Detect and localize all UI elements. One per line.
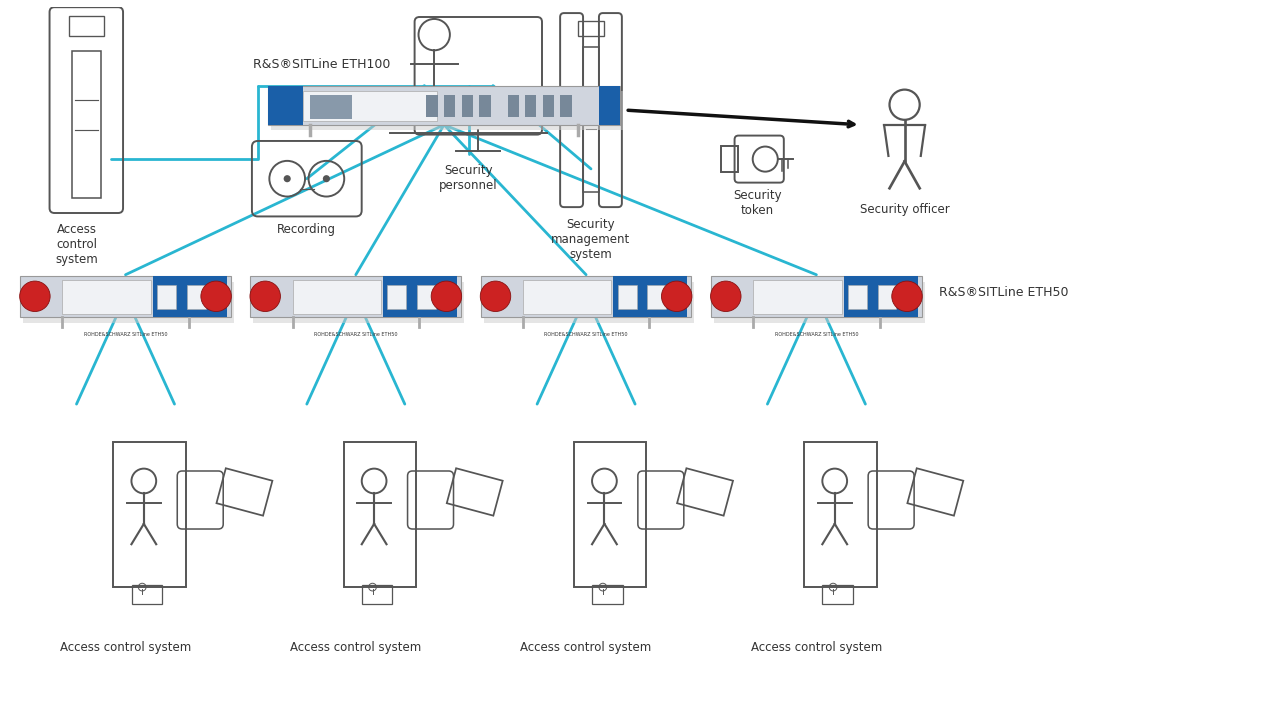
FancyBboxPatch shape [753, 280, 842, 314]
Circle shape [323, 175, 330, 182]
Text: ROHDE&SCHWARZ SITLine ETH50: ROHDE&SCHWARZ SITLine ETH50 [314, 332, 398, 336]
Text: Access control system: Access control system [751, 641, 882, 654]
FancyBboxPatch shape [268, 86, 303, 125]
FancyBboxPatch shape [251, 276, 461, 317]
Text: Security
personnel: Security personnel [439, 164, 498, 192]
FancyBboxPatch shape [481, 276, 691, 317]
FancyBboxPatch shape [426, 95, 438, 117]
Circle shape [201, 281, 232, 312]
FancyBboxPatch shape [462, 95, 472, 117]
FancyBboxPatch shape [152, 276, 227, 317]
Text: Security officer: Security officer [860, 203, 950, 216]
Text: R&S®SITLine ETH100: R&S®SITLine ETH100 [253, 58, 390, 71]
FancyBboxPatch shape [613, 276, 687, 317]
FancyBboxPatch shape [878, 285, 896, 310]
Circle shape [19, 281, 50, 312]
Circle shape [710, 281, 741, 312]
Circle shape [480, 281, 511, 312]
FancyBboxPatch shape [599, 86, 621, 125]
Text: ROHDE&SCHWARZ SITLine ETH50: ROHDE&SCHWARZ SITLine ETH50 [83, 332, 168, 336]
FancyBboxPatch shape [388, 285, 406, 310]
FancyBboxPatch shape [648, 285, 666, 310]
Circle shape [431, 281, 462, 312]
FancyBboxPatch shape [20, 276, 230, 317]
Text: Access control system: Access control system [60, 641, 191, 654]
Text: Security
token: Security token [733, 189, 782, 217]
FancyBboxPatch shape [543, 95, 554, 117]
FancyBboxPatch shape [417, 285, 436, 310]
Circle shape [662, 281, 692, 312]
FancyBboxPatch shape [293, 280, 381, 314]
FancyBboxPatch shape [157, 285, 177, 310]
Text: R&S®SITLine ETH50: R&S®SITLine ETH50 [940, 286, 1069, 299]
FancyBboxPatch shape [479, 95, 490, 117]
Circle shape [892, 281, 922, 312]
FancyBboxPatch shape [561, 95, 572, 117]
FancyBboxPatch shape [187, 285, 206, 310]
FancyBboxPatch shape [383, 276, 457, 317]
FancyBboxPatch shape [484, 282, 694, 323]
Text: Access
control
system: Access control system [55, 222, 97, 266]
Text: Recording: Recording [278, 222, 337, 236]
Circle shape [284, 175, 291, 182]
FancyBboxPatch shape [849, 285, 867, 310]
FancyBboxPatch shape [712, 276, 922, 317]
FancyBboxPatch shape [844, 276, 918, 317]
FancyBboxPatch shape [507, 95, 518, 117]
FancyBboxPatch shape [23, 282, 234, 323]
FancyBboxPatch shape [525, 95, 536, 117]
FancyBboxPatch shape [524, 280, 612, 314]
Circle shape [250, 281, 280, 312]
FancyBboxPatch shape [303, 91, 436, 121]
Text: ROHDE&SCHWARZ SITLine ETH50: ROHDE&SCHWARZ SITLine ETH50 [774, 332, 858, 336]
Text: Access control system: Access control system [521, 641, 652, 654]
FancyBboxPatch shape [714, 282, 924, 323]
FancyBboxPatch shape [444, 95, 456, 117]
FancyBboxPatch shape [63, 280, 151, 314]
FancyBboxPatch shape [618, 285, 636, 310]
Text: Security
management
system: Security management system [552, 218, 631, 261]
FancyBboxPatch shape [270, 91, 623, 130]
FancyBboxPatch shape [268, 86, 621, 125]
FancyBboxPatch shape [310, 95, 352, 119]
Text: ROHDE&SCHWARZ SITLine ETH50: ROHDE&SCHWARZ SITLine ETH50 [544, 332, 628, 336]
FancyBboxPatch shape [253, 282, 465, 323]
Text: Access control system: Access control system [291, 641, 421, 654]
